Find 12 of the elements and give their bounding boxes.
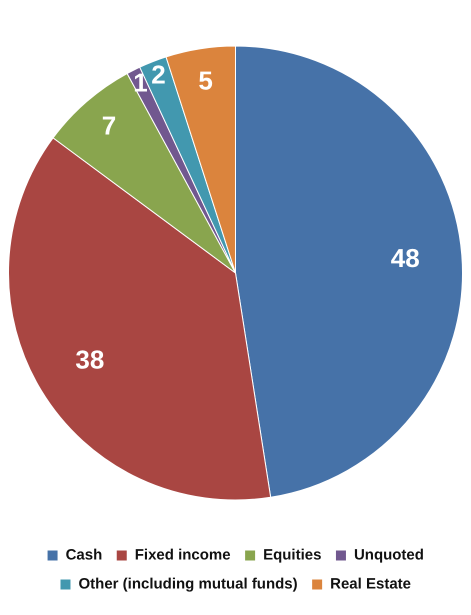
data-label: 48 (390, 242, 420, 273)
legend-label: Fixed income (134, 546, 231, 564)
legend-label: Cash (66, 546, 102, 564)
legend-label: Unquoted (354, 546, 424, 564)
data-label: 5 (198, 66, 213, 96)
data-label: 38 (75, 344, 104, 374)
data-label: 7 (102, 110, 116, 141)
legend-label: Equities (263, 546, 322, 564)
data-label: 2 (151, 60, 166, 90)
legend-label: Other (including mutual funds) (78, 576, 298, 593)
legend-label: Real Estate (330, 576, 412, 593)
data-label: 1 (133, 68, 148, 98)
